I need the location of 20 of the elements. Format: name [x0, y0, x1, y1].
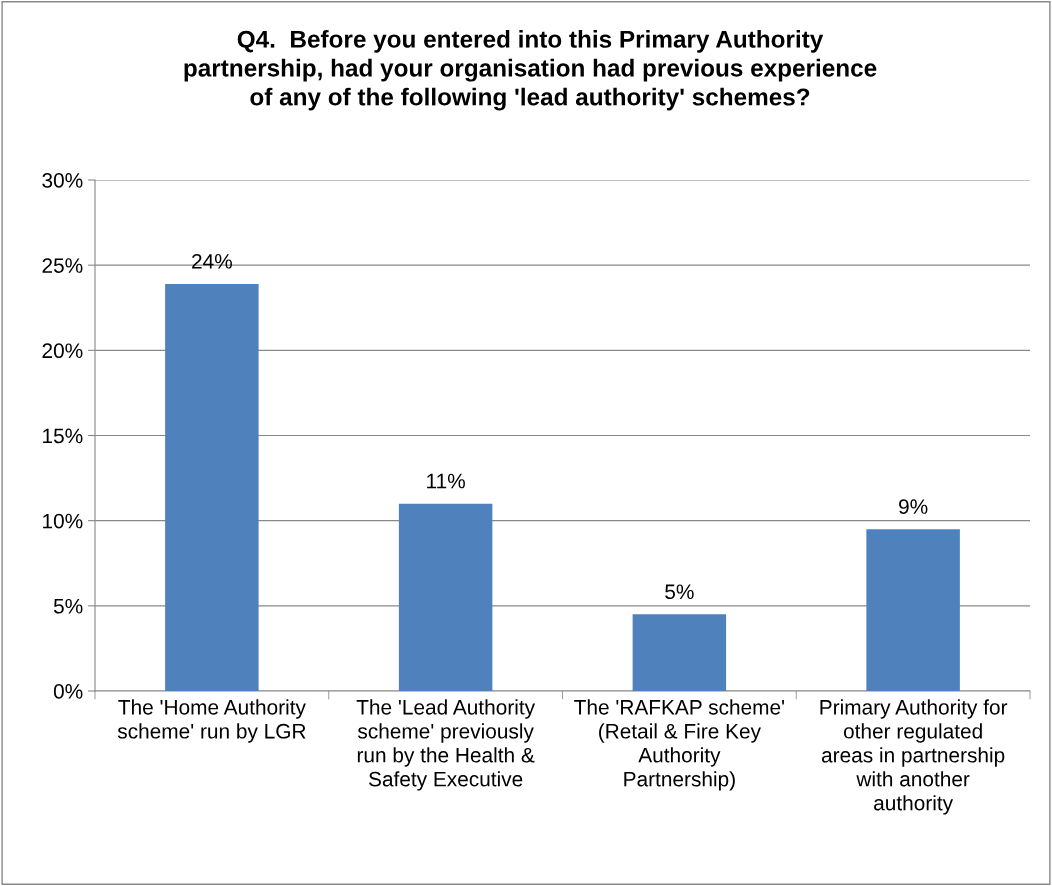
bar [632, 614, 727, 691]
bar [165, 283, 259, 691]
bar [398, 503, 493, 691]
data-label: 24% [192, 253, 232, 269]
x-tick-label: Primary Authority for other regulated areas in partnership with another authority [820, 699, 1008, 815]
y-tick-label: 25% [42, 258, 83, 273]
y-tick-label: 20% [42, 343, 83, 359]
y-tick-label: 30% [42, 173, 83, 188]
y-tick-label: 10% [43, 513, 83, 529]
x-tick-label: The 'Lead Authority scheme' previously run by the Health & Safety Executive [356, 699, 536, 791]
data-label: 11% [427, 473, 465, 489]
y-tick-label: 5% [53, 598, 83, 614]
x-tick-label: The 'RAFKAP scheme' (Retail & Fire Key Authority Partnership) [574, 699, 785, 791]
y-tick-label: 15% [43, 428, 83, 444]
x-tick-label: The 'Home Authority scheme' run by LGR [117, 699, 306, 743]
y-tick-label: 0% [53, 684, 83, 699]
data-label: 9% [899, 499, 928, 514]
bar [866, 529, 960, 691]
chart-title: Q4. Before you entered into this Primary Authority partnership, had your organisation had previous experience of any of the following 'lead authority' schemes? [184, 30, 877, 111]
data-label: 5% [665, 584, 694, 600]
